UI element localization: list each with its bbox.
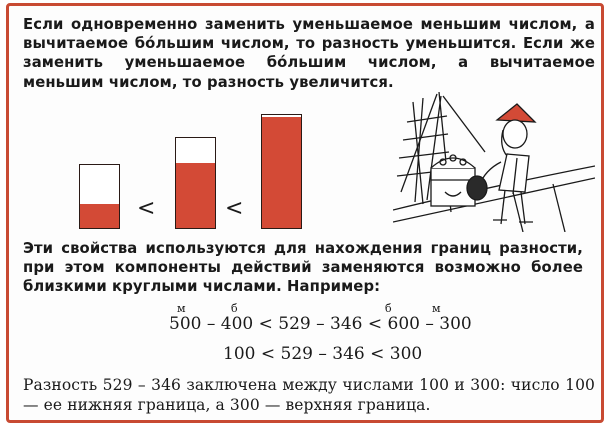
difference-bar-diagram: < < <box>79 114 309 229</box>
marker-b-1: б <box>231 302 238 315</box>
marker-m-1: м <box>177 302 186 315</box>
pirate-treasure-illustration <box>393 92 595 232</box>
textbook-card: Если одновременно заменить уменьшаемое м… <box>6 3 604 423</box>
marker-b-2: б <box>385 302 392 315</box>
rule-paragraph: Если одновременно заменить уменьшаемое м… <box>23 16 595 91</box>
less-than-sign-2: < <box>225 196 244 221</box>
bar-medium <box>175 137 216 229</box>
bounds-formula: 100 < 529 – 346 < 300 <box>223 344 423 364</box>
conclusion-paragraph: Разность 529 – 346 заключена между числа… <box>23 376 595 414</box>
bar-small-fill <box>80 204 119 228</box>
bar-large <box>261 114 302 229</box>
estimate-formula: 500 – 400 < 529 – 346 < 600 – 300 <box>169 314 472 334</box>
intro-paragraph: Эти свойства используются для нахождения… <box>23 240 583 296</box>
bar-small <box>79 164 120 229</box>
bar-medium-fill <box>176 163 215 228</box>
marker-m-2: м <box>432 302 441 315</box>
less-than-sign-1: < <box>137 196 156 221</box>
bar-large-fill <box>262 117 301 228</box>
